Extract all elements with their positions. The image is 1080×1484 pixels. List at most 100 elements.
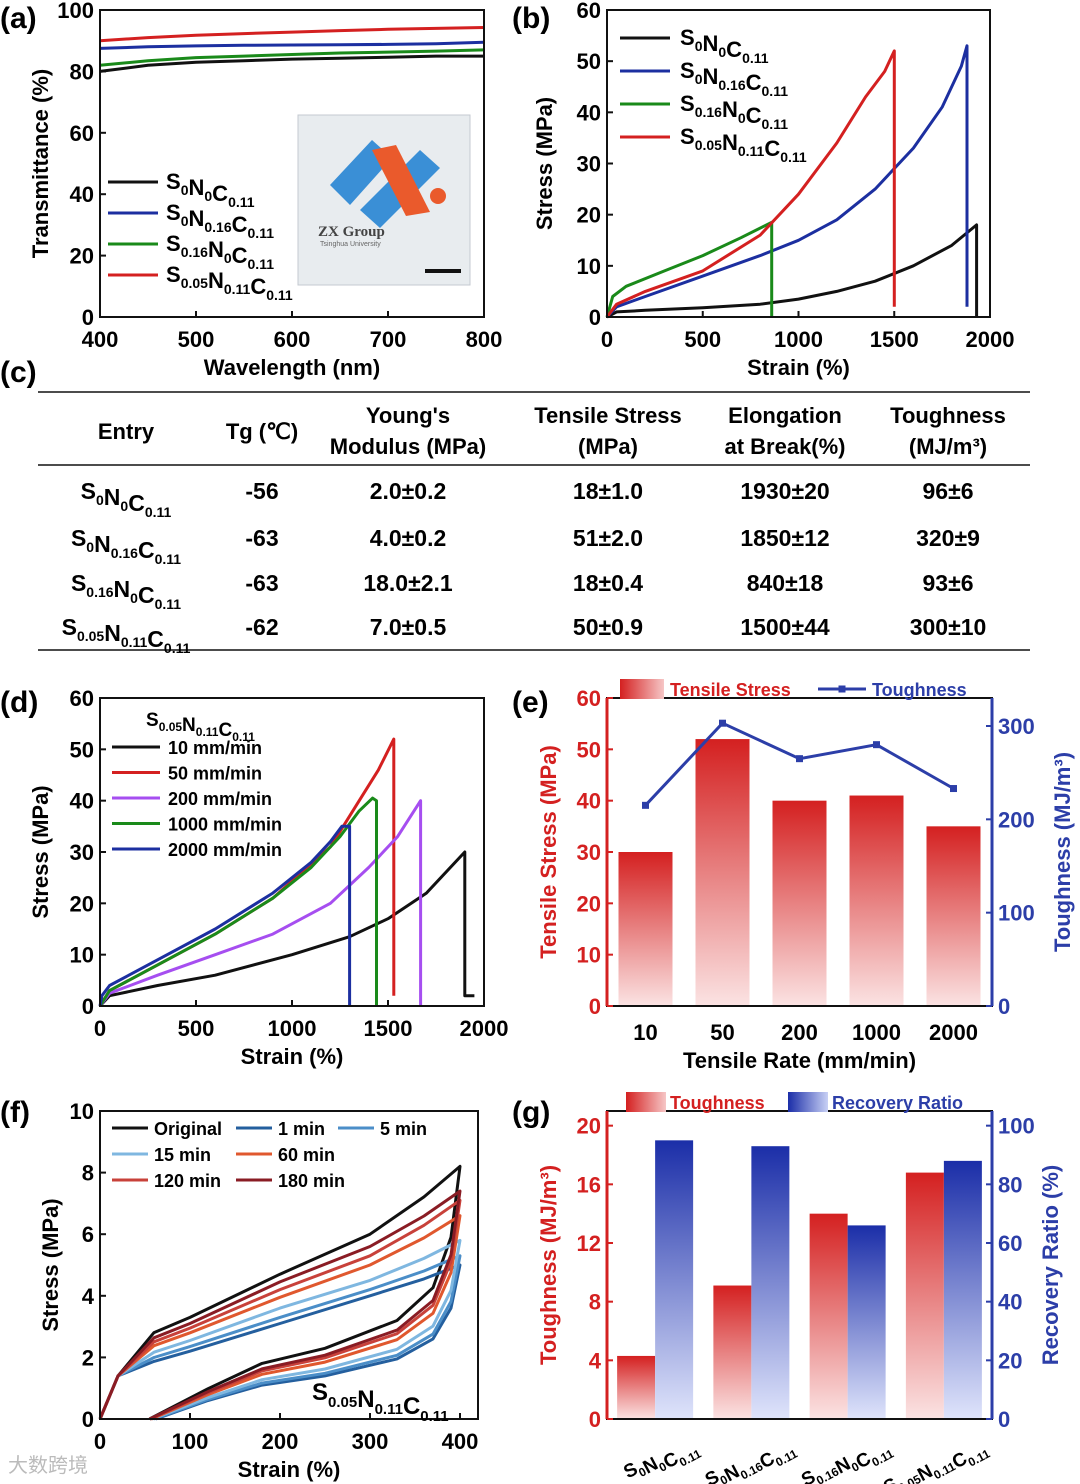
bar-tensile-stress xyxy=(849,795,904,1006)
y-tick-label: 60 xyxy=(577,0,601,23)
legend-swatch xyxy=(626,1092,666,1112)
y2-tick-label: 0 xyxy=(998,1407,1010,1432)
legend-label: 120 min xyxy=(154,1171,221,1191)
table-cell-tg: -63 xyxy=(245,570,278,596)
table-cell-toughness: 320±9 xyxy=(916,525,980,551)
bar-toughness xyxy=(905,1172,944,1419)
hysteresis-loop-5-min xyxy=(98,1254,462,1421)
legend-label: 60 min xyxy=(278,1145,335,1165)
y-axis-label: Stress (MPa) xyxy=(28,785,53,918)
bar-recovery-ratio xyxy=(751,1146,790,1419)
table-header: Modulus (MPa) xyxy=(330,434,486,459)
y-tick-label: 60 xyxy=(577,686,601,711)
panel-d-rate-stress-strain-chart: 0 500 1000 1500 2000 0 10 20 30 40 50 60 Strain (%) S… xyxy=(28,686,508,1069)
table-cell-tg: -56 xyxy=(245,478,278,504)
series-line-s0n0c0-11 xyxy=(606,223,979,319)
panel-label-g: (g) xyxy=(512,1096,550,1129)
annotation-formula: S0.05N0.11C0.11 xyxy=(312,1379,449,1425)
legend-marker xyxy=(838,685,846,693)
y2-tick-label: 100 xyxy=(998,901,1035,926)
table-cell-entry: S0.05N0.11C0.11 xyxy=(62,614,191,656)
y-tick-label: 10 xyxy=(577,943,601,968)
logo-dot xyxy=(430,188,446,204)
x-tick-label: 1000 xyxy=(774,327,823,352)
table-cell-modulus: 7.0±0.5 xyxy=(370,614,447,640)
watermark: 大数跨境 xyxy=(8,1453,88,1477)
panel-label-b: (b) xyxy=(512,2,550,35)
x-tick-label: 500 xyxy=(178,327,215,352)
panel-label-e: (e) xyxy=(512,686,549,719)
bar-tensile-stress xyxy=(772,800,827,1006)
bar-recovery-ratio xyxy=(943,1160,982,1419)
x-axis-label: Strain (%) xyxy=(747,355,850,380)
y-tick-label: 0 xyxy=(82,994,94,1019)
y-tick-label: 50 xyxy=(70,737,94,762)
x-tick-label: 500 xyxy=(684,327,721,352)
y2-axis-label: Recovery Ratio (%) xyxy=(1038,1165,1063,1366)
y-tick-label: 60 xyxy=(70,686,94,711)
legend-label: Toughness xyxy=(670,1093,765,1113)
table-cell-elongation: 1930±20 xyxy=(740,478,829,504)
table-cell-elongation: 1850±12 xyxy=(740,525,829,551)
x-tick-label: 1500 xyxy=(364,1016,413,1041)
table-header: Tg (℃) xyxy=(226,419,298,444)
y-tick-label: 4 xyxy=(589,1348,602,1373)
legend-label: S0.16N0C0.11 xyxy=(166,231,274,272)
y-tick-label: 100 xyxy=(57,0,94,23)
inset-photo: ZX Group Tsinghua University xyxy=(297,114,471,286)
x-tick-label: 600 xyxy=(274,327,311,352)
y-tick-label: 12 xyxy=(577,1231,601,1256)
toughness-point xyxy=(873,741,880,749)
x-tick-label: 0 xyxy=(94,1016,106,1041)
table-header: (MPa) xyxy=(578,434,638,459)
x-tick-label: 10 xyxy=(633,1020,657,1045)
y-axis-label: Toughness (MJ/m³) xyxy=(536,1165,561,1365)
bar-recovery-ratio xyxy=(655,1140,694,1419)
x-tick-label: 200 xyxy=(262,1429,299,1454)
x-tick-label: 2000 xyxy=(966,327,1015,352)
y-tick-label: 20 xyxy=(577,203,601,228)
y-tick-label: 60 xyxy=(70,121,94,146)
bar-tensile-stress xyxy=(618,852,673,1006)
series-line-s0n0-16c0-11 xyxy=(605,44,969,319)
x-axis-label: Strain (%) xyxy=(241,1044,344,1069)
toughness-point xyxy=(642,801,649,809)
table-cell-tg: -62 xyxy=(245,614,278,640)
y2-tick-label: 60 xyxy=(998,1231,1022,1256)
panel-f-recovery-cycles-chart: 0 100 200 300 400 0 2 4 6 8 10 Strain (%) Stress (MP… xyxy=(38,1099,479,1482)
y-axis-label: Stress (MPa) xyxy=(532,97,557,230)
legend-label: 5 min xyxy=(380,1119,427,1139)
panel-label-c: (c) xyxy=(0,356,37,389)
y-tick-label: 40 xyxy=(70,789,94,814)
table-cell-toughness: 300±10 xyxy=(910,614,987,640)
x-tick-label: 2000 xyxy=(929,1020,978,1045)
table-cell-stress: 51±2.0 xyxy=(573,525,643,551)
table-header: (MJ/m³) xyxy=(909,434,987,459)
legend-label: Recovery Ratio xyxy=(832,1093,963,1113)
series-line-s0-16n0c0-11 xyxy=(99,48,485,67)
table-cell-modulus: 18.0±2.1 xyxy=(363,570,453,596)
panel-b-stress-strain-chart: 0 500 1000 1500 2000 0 10 20 30 40 50 60 Strain (%) S… xyxy=(532,0,1014,380)
y-tick-label: 10 xyxy=(577,254,601,279)
x-tick-label: 400 xyxy=(82,327,119,352)
panel-g-toughness-recovery-chart: S0N0C0.11S0N0.16C0.11S0.16N0C0.11S0.05N0… xyxy=(536,1092,1063,1484)
y2-tick-label: 80 xyxy=(998,1172,1022,1197)
panel-label-d: (d) xyxy=(0,686,38,719)
legend-label: S0.16N0C0.11 xyxy=(680,91,788,132)
bar-recovery-ratio xyxy=(847,1225,886,1419)
legend-label: 50 mm/min xyxy=(168,764,262,784)
x-tick-label: S0N0C0.11 xyxy=(620,1429,704,1484)
series-line-s0n0-16c0-11 xyxy=(99,40,485,50)
plot-frame xyxy=(99,1110,479,1420)
hysteresis-loop-15-min xyxy=(98,1238,462,1421)
y2-tick-label: 300 xyxy=(998,714,1035,739)
table-header: Entry xyxy=(98,419,155,444)
legend-label: S0N0C0.11 xyxy=(166,169,255,210)
y-tick-label: 40 xyxy=(577,100,601,125)
x-tick-label: S0.05N0.11C0.11 xyxy=(880,1429,992,1484)
x-tick-label: 1000 xyxy=(268,1016,317,1041)
table-cell-modulus: 4.0±0.2 xyxy=(370,525,447,551)
logo-orange-shape xyxy=(372,145,430,216)
y-tick-label: 0 xyxy=(589,1407,601,1432)
